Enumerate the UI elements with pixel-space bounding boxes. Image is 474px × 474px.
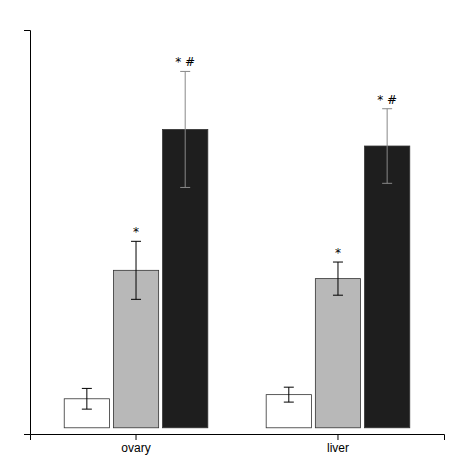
x-tick-mark (136, 434, 137, 440)
annotation: * (133, 225, 139, 239)
x-axis-line (31, 435, 445, 441)
error-bar-line (333, 262, 343, 295)
annotations: * * * # * # (133, 55, 397, 260)
chart: ovary liver * * * # * # (0, 0, 474, 474)
x-axis: ovary liver (31, 434, 445, 455)
error-bar (284, 387, 294, 402)
marks (64, 71, 410, 427)
error-bar-line (82, 388, 92, 409)
x-tick-mark (337, 434, 338, 440)
x-tick: ovary (121, 434, 150, 455)
x-tick-label: liver (327, 441, 349, 455)
error-bar-line (131, 241, 141, 299)
x-tick: liver (327, 434, 349, 455)
plot: ovary liver * * * # * # (24, 31, 445, 455)
error-bar (82, 388, 92, 409)
x-tick-label: ovary (121, 441, 150, 455)
bar (365, 146, 410, 428)
annotation: * # (175, 55, 195, 69)
bar (315, 279, 360, 428)
error-bar-line (284, 387, 294, 402)
error-bar (180, 71, 190, 187)
error-bar-line (180, 71, 190, 187)
error-bar (382, 109, 392, 184)
error-bar-line (382, 109, 392, 184)
error-bar (333, 262, 343, 295)
y-axis (24, 31, 31, 435)
annotation: * (335, 246, 341, 260)
y-axis-line (24, 31, 31, 435)
error-bar (131, 241, 141, 299)
annotation: * # (377, 93, 397, 107)
